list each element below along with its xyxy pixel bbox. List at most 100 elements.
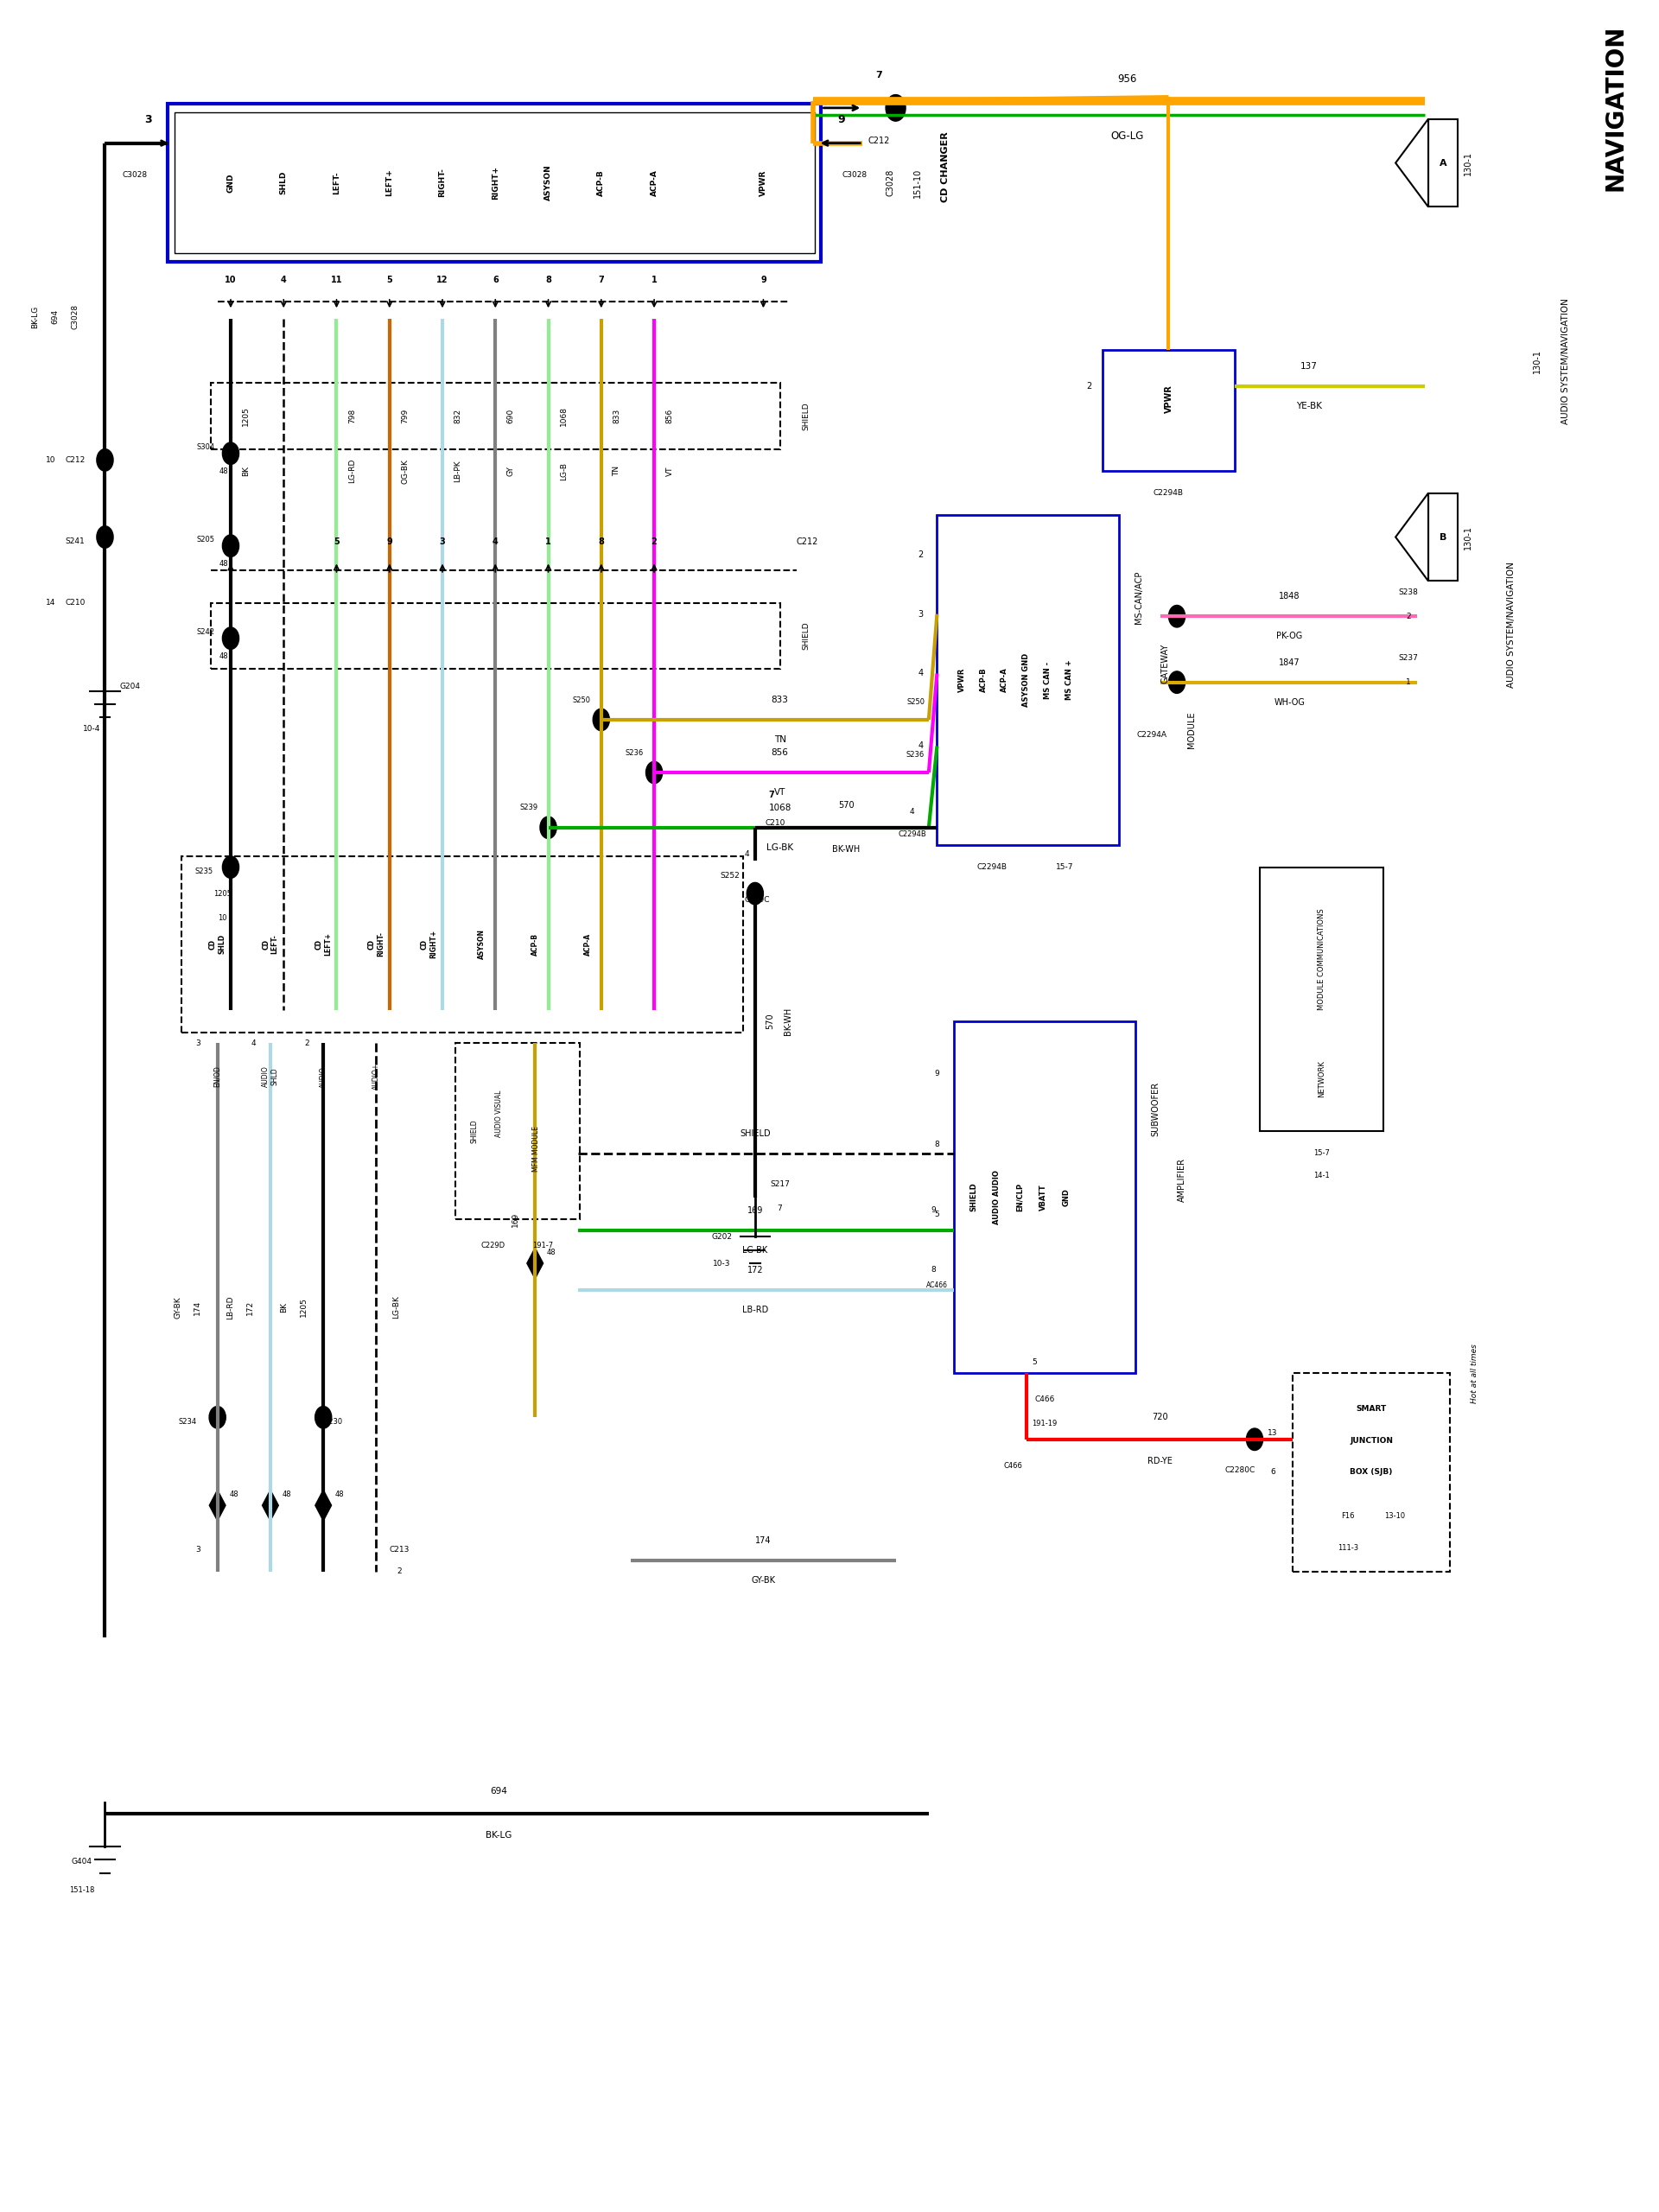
Text: 111-3: 111-3 [1337,1544,1359,1551]
Text: 5: 5 [1032,1358,1037,1367]
Text: 9: 9 [387,538,393,546]
Text: SHLD: SHLD [280,170,287,195]
Text: AUDIO+: AUDIO+ [372,1062,380,1091]
Text: OG-BK: OG-BK [401,458,408,484]
Text: 9: 9 [934,1071,939,1077]
Text: C3028: C3028 [841,170,868,179]
Circle shape [222,442,239,465]
Bar [168,104,821,261]
Polygon shape [1395,493,1428,582]
Text: 4: 4 [252,1040,255,1046]
Text: 7: 7 [876,71,883,80]
Text: GY-BK: GY-BK [174,1296,181,1318]
Text: S237: S237 [1399,655,1418,661]
Text: C2294B: C2294B [1153,489,1185,498]
Text: RD-YE: RD-YE [1148,1458,1173,1467]
Text: S236: S236 [906,752,924,759]
Text: 130-1: 130-1 [1533,349,1541,374]
Text: SHIELD: SHIELD [740,1128,770,1137]
Circle shape [222,856,239,878]
Text: 5: 5 [333,538,340,546]
Text: 48: 48 [547,1248,556,1256]
Circle shape [222,535,239,557]
Text: 172: 172 [247,1301,254,1314]
Text: G204: G204 [119,684,139,690]
Circle shape [886,95,906,122]
Text: 15-7: 15-7 [1314,1150,1331,1157]
Text: LG-RD: LG-RD [348,458,357,482]
Text: BK-LG: BK-LG [486,1832,511,1840]
Text: CD
LEFT+: CD LEFT+ [315,933,332,956]
Text: MODULE: MODULE [1188,712,1196,748]
Circle shape [1168,670,1185,692]
Text: GND: GND [1062,1188,1070,1206]
Text: 1205: 1205 [242,407,251,427]
Text: S239: S239 [519,803,538,812]
Text: SHIELD: SHIELD [803,622,810,650]
Text: BK-WH: BK-WH [783,1006,793,1035]
Text: 1847: 1847 [1279,659,1301,666]
Text: SUBWOOFER: SUBWOOFER [1151,1082,1160,1137]
Text: 4: 4 [917,670,922,677]
Text: 9: 9 [931,1206,936,1214]
Text: TN: TN [773,734,786,743]
Polygon shape [528,1248,542,1279]
Bar [937,515,1118,845]
Text: 48: 48 [335,1491,345,1498]
Text: F16: F16 [1340,1513,1354,1520]
Text: LG-BK: LG-BK [392,1296,400,1318]
Text: C212: C212 [868,137,891,146]
Text: A: A [1440,159,1447,168]
Text: CD
LEFT-: CD LEFT- [262,933,279,953]
Text: MS CAN -: MS CAN - [1044,661,1052,699]
Circle shape [1168,606,1185,628]
Text: 7: 7 [768,790,775,799]
Text: 4: 4 [745,849,750,858]
Text: 2: 2 [304,1040,309,1046]
Text: 8: 8 [546,274,551,283]
Text: NETWORK: NETWORK [1317,1060,1326,1097]
Text: 130-1: 130-1 [1463,524,1472,549]
Text: 1205: 1205 [300,1298,307,1316]
Text: 799: 799 [401,409,408,422]
Text: 9: 9 [838,113,844,124]
Circle shape [1246,1429,1262,1451]
Text: 8: 8 [599,538,604,546]
Text: 690: 690 [508,409,514,422]
Text: 48: 48 [219,467,229,476]
Text: RIGHT+: RIGHT+ [491,166,499,199]
Circle shape [592,708,609,730]
Text: RIGHT-: RIGHT- [438,168,446,197]
Text: 6: 6 [1271,1469,1276,1475]
Text: 7: 7 [778,1203,783,1212]
Text: LG-BK: LG-BK [766,843,793,852]
Text: C229D: C229D [481,1241,504,1250]
Text: NAVIGATION: NAVIGATION [1603,24,1627,190]
Bar [456,1044,579,1219]
Text: 14: 14 [45,599,55,606]
Text: 10-4: 10-4 [83,726,101,732]
Text: MODULE COMMUNICATIONS: MODULE COMMUNICATIONS [1317,909,1326,1011]
Text: S234: S234 [179,1418,197,1425]
Text: S241: S241 [65,538,85,546]
Bar [1428,493,1458,582]
Polygon shape [315,1491,332,1522]
Text: LB-RD: LB-RD [742,1305,768,1314]
Text: JUNCTION: JUNCTION [1350,1438,1394,1444]
Text: CD CHANGER: CD CHANGER [941,131,949,201]
Text: AMPLIFIER: AMPLIFIER [1178,1157,1186,1201]
Text: AC466: AC466 [926,1281,947,1290]
Text: VPWR: VPWR [1165,385,1173,414]
Text: LB-PK: LB-PK [455,460,461,482]
Text: CD
RIGHT-: CD RIGHT- [368,931,385,956]
Text: S235: S235 [196,867,214,876]
Text: 570: 570 [766,1013,775,1029]
Text: 3: 3 [144,113,151,124]
Text: 191-19: 191-19 [1032,1420,1057,1427]
Text: TN: TN [612,467,620,476]
Text: 832: 832 [455,409,461,422]
Text: 1068: 1068 [559,407,567,427]
Text: C2294B: C2294B [977,863,1007,872]
Text: S230: S230 [324,1418,342,1425]
Circle shape [541,816,556,838]
